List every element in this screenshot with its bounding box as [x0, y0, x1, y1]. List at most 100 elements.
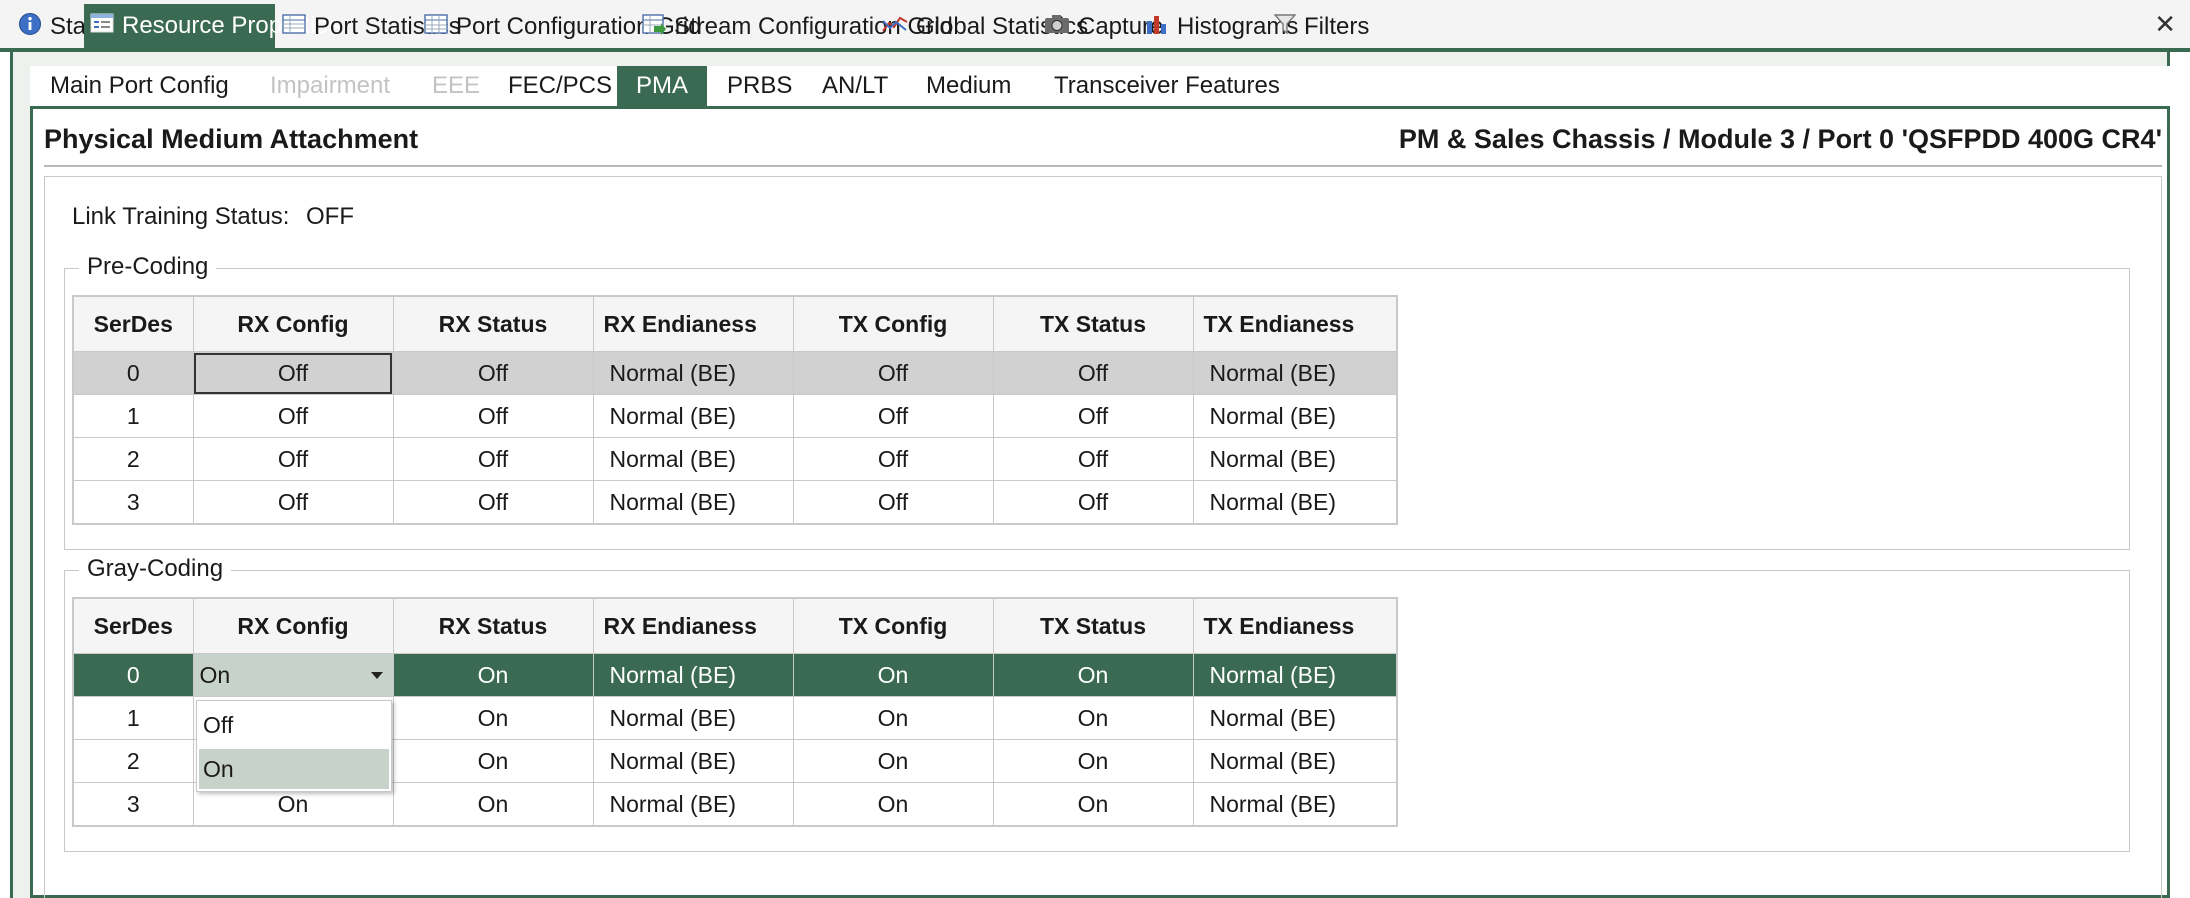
rx-config-dropdown-list: Off On — [196, 700, 392, 792]
column-header[interactable]: TX Endianess — [1192, 295, 1398, 352]
dropdown-arrow-icon[interactable] — [370, 672, 383, 679]
rx-status-cell: Off — [392, 394, 594, 438]
rx-status-cell: Off — [392, 437, 594, 481]
rx-endianess-cell[interactable]: Normal (BE) — [592, 351, 794, 395]
column-header[interactable]: RX Config — [192, 295, 394, 352]
line-chart-icon — [882, 13, 908, 42]
rx-status-cell: Off — [392, 351, 594, 395]
tx-status-cell: Off — [992, 351, 1194, 395]
table-row[interactable]: 3 On On Normal (BE) On On Normal (BE) — [72, 782, 1398, 827]
serdes-cell: 2 — [72, 739, 194, 783]
tx-config-cell[interactable]: Off — [792, 351, 994, 395]
tab-impairment: Impairment — [270, 72, 391, 99]
tx-status-cell: Off — [992, 394, 1194, 438]
column-header[interactable]: SerDes — [72, 295, 194, 352]
tx-endianess-cell[interactable]: Normal (BE) — [1192, 394, 1398, 438]
table-row[interactable]: 0 On On Normal (BE) On On Normal (BE) — [72, 653, 1398, 697]
tx-config-cell[interactable]: Off — [792, 480, 994, 525]
table-row[interactable]: 3 Off Off Normal (BE) Off Off Normal (BE… — [72, 480, 1398, 525]
serdes-cell: 3 — [72, 782, 194, 827]
gray-coding-group: Gray-Coding — [64, 555, 2130, 852]
rx-config-cell[interactable]: Off — [192, 394, 394, 438]
tab-label: Filters — [1304, 13, 1370, 40]
rx-config-combobox[interactable]: On — [192, 653, 394, 697]
rx-status-cell: On — [392, 739, 594, 783]
tab-transceiver-features[interactable]: Transceiver Features — [1054, 72, 1280, 99]
column-header[interactable]: RX Config — [192, 597, 394, 654]
tx-endianess-cell[interactable]: Normal (BE) — [1192, 782, 1398, 827]
tx-config-cell[interactable]: Off — [792, 394, 994, 438]
tx-config-cell[interactable]: On — [792, 782, 994, 827]
dropdown-option-off[interactable]: Off — [203, 711, 234, 738]
column-header[interactable]: RX Status — [392, 295, 594, 352]
tx-status-cell: On — [992, 782, 1194, 827]
column-header[interactable]: TX Endianess — [1192, 597, 1398, 654]
tab-main-port-config[interactable]: Main Port Config — [50, 72, 229, 99]
tx-endianess-cell[interactable]: Normal (BE) — [1192, 739, 1398, 783]
tab-an-lt[interactable]: AN/LT — [822, 72, 889, 99]
column-header[interactable]: TX Config — [792, 295, 994, 352]
rx-status-cell: On — [392, 696, 594, 740]
tab-prbs[interactable]: PRBS — [727, 72, 793, 99]
column-header[interactable]: TX Status — [992, 597, 1194, 654]
column-header[interactable]: TX Status — [992, 295, 1194, 352]
gray-coding-table: SerDes RX Config RX Status RX Endianess … — [72, 597, 1398, 827]
bar-chart-icon — [1145, 13, 1169, 42]
rx-status-cell: Off — [392, 480, 594, 525]
dropdown-option-on[interactable]: On — [199, 749, 389, 789]
grid-icon — [424, 13, 448, 42]
table-row[interactable]: 0 Off Off Normal (BE) Off Off Normal (BE… — [72, 351, 1398, 395]
table-header-row: SerDes RX Config RX Status RX Endianess … — [72, 295, 1398, 352]
rx-config-cell[interactable]: Off — [192, 351, 394, 395]
rx-endianess-cell[interactable]: Normal (BE) — [592, 782, 794, 827]
rx-endianess-cell[interactable]: Normal (BE) — [592, 394, 794, 438]
link-training-status-value: OFF — [306, 203, 354, 230]
tx-status-cell: Off — [992, 437, 1194, 481]
info-icon — [18, 12, 42, 43]
tab-stream-configuration-grid[interactable]: Stream Configuration Grid — [642, 6, 953, 48]
tab-filters[interactable]: Filters — [1273, 6, 1370, 48]
tx-endianess-cell[interactable]: Normal (BE) — [1192, 696, 1398, 740]
tx-endianess-cell[interactable]: Normal (BE) — [1192, 480, 1398, 525]
funnel-icon — [1273, 13, 1297, 42]
table-row[interactable]: 1 Off Off Normal (BE) Off Off Normal (BE… — [72, 394, 1398, 438]
table-header-row: SerDes RX Config RX Status RX Endianess … — [72, 597, 1398, 654]
rx-endianess-cell[interactable]: Normal (BE) — [592, 696, 794, 740]
column-header[interactable]: TX Config — [792, 597, 994, 654]
tx-endianess-cell[interactable]: Normal (BE) — [1192, 653, 1398, 697]
rx-config-cell[interactable]: Off — [192, 437, 394, 481]
serdes-cell: 3 — [72, 480, 194, 525]
close-icon[interactable]: ✕ — [2154, 10, 2176, 40]
tab-medium[interactable]: Medium — [926, 72, 1012, 99]
column-header[interactable]: RX Endianess — [592, 597, 794, 654]
link-training-status-label: Link Training Status: — [72, 203, 290, 230]
rx-endianess-cell[interactable]: Normal (BE) — [592, 739, 794, 783]
serdes-cell: 2 — [72, 437, 194, 481]
tab-fec-pcs[interactable]: FEC/PCS — [508, 72, 613, 99]
tx-status-cell: Off — [992, 480, 1194, 525]
property-tab-strip: Main Port Config Impairment EEE FEC/PCS … — [30, 66, 2170, 106]
tx-config-cell[interactable]: On — [792, 653, 994, 697]
column-header[interactable]: RX Endianess — [592, 295, 794, 352]
camera-icon — [1044, 13, 1070, 42]
tx-config-cell[interactable]: Off — [792, 437, 994, 481]
table-row[interactable]: 1 On Normal (BE) On On Normal (BE) — [72, 696, 1398, 740]
tab-resource-properties[interactable]: Resource Properties — [84, 4, 341, 48]
rx-endianess-cell[interactable]: Normal (BE) — [592, 653, 794, 697]
pre-coding-legend: Pre-Coding — [79, 253, 217, 281]
rx-endianess-cell[interactable]: Normal (BE) — [592, 437, 794, 481]
tx-status-cell: On — [992, 739, 1194, 783]
tx-endianess-cell[interactable]: Normal (BE) — [1192, 351, 1398, 395]
rx-config-cell[interactable]: Off — [192, 480, 394, 525]
table-row[interactable]: 2 Off Off Normal (BE) Off Off Normal (BE… — [72, 437, 1398, 481]
tx-config-cell[interactable]: On — [792, 696, 994, 740]
tx-status-cell: On — [992, 653, 1194, 697]
tab-pma[interactable]: PMA — [617, 66, 707, 106]
column-header[interactable]: SerDes — [72, 597, 194, 654]
tx-config-cell[interactable]: On — [792, 739, 994, 783]
rx-endianess-cell[interactable]: Normal (BE) — [592, 480, 794, 525]
tx-endianess-cell[interactable]: Normal (BE) — [1192, 437, 1398, 481]
properties-icon — [90, 12, 114, 41]
page-title: Physical Medium Attachment — [44, 124, 419, 154]
column-header[interactable]: RX Status — [392, 597, 594, 654]
